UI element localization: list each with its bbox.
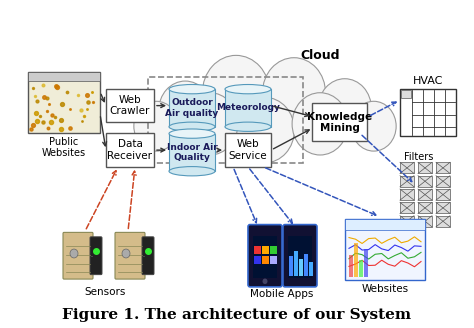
FancyBboxPatch shape <box>90 237 102 275</box>
Bar <box>400 162 414 174</box>
Bar <box>436 202 450 214</box>
Bar <box>270 256 277 263</box>
FancyBboxPatch shape <box>283 225 317 287</box>
Circle shape <box>318 79 371 138</box>
FancyBboxPatch shape <box>63 232 93 279</box>
Circle shape <box>122 249 130 258</box>
Bar <box>270 246 277 254</box>
Circle shape <box>202 55 270 130</box>
Bar <box>288 236 312 278</box>
Circle shape <box>134 101 179 151</box>
Bar <box>28 72 100 133</box>
Bar <box>436 189 450 200</box>
Text: Web
Service: Web Service <box>228 139 267 161</box>
Bar <box>294 251 298 276</box>
Bar <box>354 243 358 277</box>
Ellipse shape <box>169 167 215 176</box>
Bar <box>400 176 414 187</box>
Ellipse shape <box>225 85 271 94</box>
Bar <box>309 262 313 276</box>
Bar <box>304 254 308 276</box>
FancyBboxPatch shape <box>142 237 154 275</box>
Bar <box>400 189 414 200</box>
Bar <box>400 216 414 227</box>
Text: Public
Websites: Public Websites <box>42 137 86 158</box>
Text: Figure 1. The architecture of our System: Figure 1. The architecture of our System <box>63 308 411 322</box>
Text: Mobile Apps: Mobile Apps <box>250 289 314 299</box>
Text: Websites: Websites <box>362 283 409 294</box>
Circle shape <box>70 249 78 258</box>
Bar <box>436 162 450 174</box>
Bar <box>254 256 261 263</box>
Bar <box>349 255 353 277</box>
Bar <box>418 176 432 187</box>
FancyBboxPatch shape <box>106 89 154 122</box>
Bar <box>253 236 277 278</box>
Text: Sensors: Sensors <box>84 287 126 297</box>
Bar <box>169 89 215 127</box>
Bar <box>401 90 411 98</box>
Bar <box>28 72 100 81</box>
FancyBboxPatch shape <box>312 103 367 141</box>
Text: Meteorology: Meteorology <box>216 103 280 113</box>
Bar <box>254 246 261 254</box>
Ellipse shape <box>169 85 215 94</box>
Bar <box>436 216 450 227</box>
Bar <box>364 249 368 277</box>
Bar <box>418 202 432 214</box>
Text: Cloud: Cloud <box>300 49 340 62</box>
FancyBboxPatch shape <box>115 232 145 279</box>
Circle shape <box>351 101 396 151</box>
Bar <box>436 176 450 187</box>
Circle shape <box>236 97 294 163</box>
Text: Outdoor
Air quality: Outdoor Air quality <box>165 98 219 118</box>
FancyBboxPatch shape <box>248 225 282 287</box>
Ellipse shape <box>225 122 271 132</box>
Ellipse shape <box>169 129 215 138</box>
Bar <box>418 162 432 174</box>
FancyBboxPatch shape <box>345 219 425 280</box>
Bar <box>289 256 293 276</box>
Bar <box>299 259 303 276</box>
Text: Knowledge
Mining: Knowledge Mining <box>308 112 373 133</box>
Bar <box>359 260 363 277</box>
Text: Indoor Air
Quality: Indoor Air Quality <box>167 143 218 162</box>
Bar <box>418 216 432 227</box>
Circle shape <box>182 93 238 155</box>
Text: Data
Receiver: Data Receiver <box>108 139 153 161</box>
Bar <box>418 189 432 200</box>
Circle shape <box>292 93 348 155</box>
Bar <box>262 256 269 263</box>
Bar <box>262 246 269 254</box>
Circle shape <box>159 81 212 140</box>
Bar <box>400 89 456 136</box>
FancyBboxPatch shape <box>225 133 271 167</box>
FancyBboxPatch shape <box>106 133 154 167</box>
Bar <box>345 219 425 230</box>
Bar <box>225 89 271 127</box>
Text: Filters: Filters <box>404 152 433 162</box>
Text: Web
Crawler: Web Crawler <box>110 95 150 116</box>
Circle shape <box>263 278 267 284</box>
Ellipse shape <box>169 122 215 132</box>
Bar <box>169 133 215 171</box>
Circle shape <box>263 58 326 128</box>
Bar <box>400 202 414 214</box>
Text: HVAC: HVAC <box>413 76 443 86</box>
